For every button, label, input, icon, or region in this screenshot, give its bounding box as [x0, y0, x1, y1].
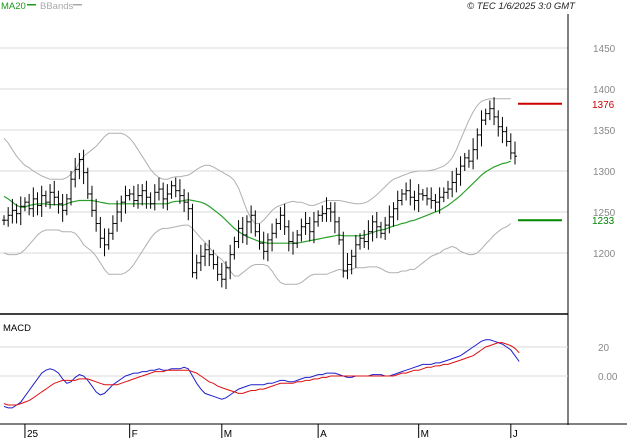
- month-label: F: [132, 429, 138, 440]
- ma20-line: [3, 160, 512, 244]
- time-axis: 25 F M A M J: [24, 424, 518, 440]
- support-level-label: 1233: [592, 216, 615, 227]
- price-tick-label: 1300: [593, 167, 616, 178]
- price-tick-label: 1450: [593, 44, 616, 55]
- indicator-ma20-swatch: [27, 4, 36, 6]
- macd-tick-label: 20: [598, 343, 610, 354]
- price-levels: 1376 1233: [518, 100, 615, 227]
- macd-tick-label: 0.00: [598, 372, 618, 383]
- copyright-note: © TEC 1/6/2025 3:0 GMT: [467, 1, 576, 12]
- price-grid: [0, 47, 568, 254]
- resistance-level-label: 1376: [592, 100, 615, 111]
- month-label: M: [421, 429, 429, 440]
- indicator-bbands-swatch: [73, 4, 82, 6]
- indicator-ma20-label: MA20: [1, 1, 26, 12]
- price-tick-label: 1350: [593, 126, 616, 137]
- bband-lower-line: [3, 223, 512, 285]
- price-series: [2, 97, 517, 290]
- month-label: 25: [27, 429, 39, 440]
- bband-upper-line: [3, 98, 511, 224]
- price-axis: 1200 1250 1300 1350 1400 1450: [593, 44, 616, 260]
- macd-series: [3, 339, 520, 409]
- month-label: M: [224, 429, 232, 440]
- macd-grid: [0, 346, 568, 377]
- month-label: J: [513, 429, 518, 440]
- price-tick-label: 1400: [593, 85, 616, 96]
- indicator-bbands-label: BBands: [40, 1, 74, 12]
- macd-line: [3, 339, 520, 409]
- price-tick-label: 1250: [593, 208, 616, 219]
- price-tick-label: 1200: [593, 249, 616, 260]
- signal-line: [3, 342, 520, 406]
- month-label: A: [320, 429, 327, 440]
- macd-label: MACD: [3, 323, 31, 334]
- macd-axis: 0.00 20: [598, 343, 618, 383]
